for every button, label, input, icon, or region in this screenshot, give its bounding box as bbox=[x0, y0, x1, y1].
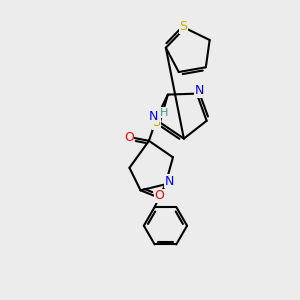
Text: N: N bbox=[164, 175, 174, 188]
Text: S: S bbox=[152, 116, 160, 129]
Text: N: N bbox=[149, 110, 158, 123]
Text: S: S bbox=[179, 20, 188, 33]
Text: O: O bbox=[124, 131, 134, 144]
Text: H: H bbox=[160, 108, 168, 118]
Text: O: O bbox=[154, 189, 164, 202]
Text: N: N bbox=[195, 84, 204, 97]
